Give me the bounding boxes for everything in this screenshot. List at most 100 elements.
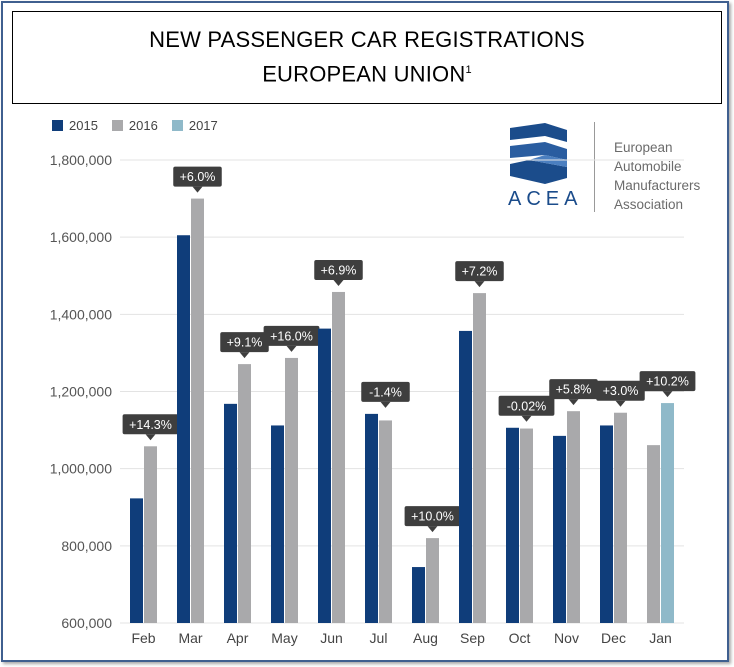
bar-2016-feb — [144, 446, 157, 623]
bar-2016-nov — [567, 411, 580, 623]
callout-label: +6.9% — [321, 263, 357, 277]
callout-pointer — [192, 186, 203, 193]
y-tick-label: 1,800,000 — [50, 152, 112, 168]
chart-legend: 2015 2016 2017 — [52, 118, 232, 133]
callout-box — [498, 395, 555, 416]
callout-box — [173, 166, 222, 187]
legend-item-2015: 2015 — [52, 118, 98, 133]
callout-box — [314, 259, 363, 280]
chart-title-box: NEW PASSENGER CAR REGISTRATIONS EUROPEAN… — [12, 11, 722, 104]
y-tick-label: 1,400,000 — [50, 306, 112, 322]
callout-pointer — [239, 352, 250, 359]
callout-label: -1.4% — [369, 385, 402, 399]
callout-pointer — [145, 434, 156, 441]
bar-2016-sep — [473, 293, 486, 623]
bar-2016-dec — [614, 412, 627, 623]
acea-logo-icon — [510, 123, 567, 184]
callout-pointer — [662, 391, 673, 398]
bar-2016-jun — [332, 291, 345, 623]
y-tick-label: 1,200,000 — [50, 384, 112, 400]
callout-pointer — [286, 345, 297, 352]
callout-label: +16.0% — [270, 329, 313, 343]
x-tick-label: May — [271, 630, 297, 646]
x-tick-label: Apr — [227, 630, 249, 646]
y-tick-label: 800,000 — [61, 538, 112, 554]
callout-pointer — [521, 415, 532, 422]
x-tick-label: Jul — [370, 630, 388, 646]
bar-2015-dec — [600, 425, 613, 623]
acea-full-name: European Automobile Manufacturers Associ… — [614, 138, 724, 214]
callout-pointer — [568, 399, 579, 406]
callout-label: +6.0% — [180, 170, 216, 184]
callout-pointer — [615, 400, 626, 407]
bar-2015-jun — [318, 328, 331, 623]
callout-box — [455, 261, 504, 282]
legend-swatch-2016 — [111, 120, 123, 131]
legend-item-2017: 2017 — [171, 118, 218, 133]
callout-pointer — [333, 279, 344, 286]
callout-box — [263, 325, 320, 346]
bar-2016-apr — [238, 364, 251, 623]
callout-box — [404, 506, 461, 527]
bar-2016-aug — [426, 538, 439, 623]
legend-swatch-2015 — [52, 120, 63, 131]
callout-box — [549, 379, 598, 400]
callout-label: +5.8% — [556, 383, 592, 397]
bar-2016-mar — [191, 198, 204, 624]
x-tick-label: Oct — [509, 630, 531, 646]
title-footnote-marker: 1 — [465, 64, 472, 77]
callout-label: -0.02% — [507, 399, 547, 413]
bar-2016-jan — [647, 445, 660, 623]
bar-2016-jul — [379, 420, 392, 623]
legend-label-2015: 2015 — [69, 118, 98, 133]
x-tick-label: Jan — [649, 630, 672, 646]
x-tick-label: Nov — [554, 630, 579, 646]
x-tick-label: Jun — [320, 630, 343, 646]
callout-label: +10.0% — [411, 510, 454, 524]
bar-2015-nov — [553, 435, 566, 623]
y-tick-label: 600,000 — [61, 615, 112, 631]
acea-name-line: European — [614, 140, 673, 155]
callout-box — [122, 414, 179, 435]
x-tick-label: Dec — [601, 630, 626, 646]
bar-2015-sep — [459, 330, 472, 623]
bar-2016-may — [285, 357, 298, 623]
chart-title-line1: NEW PASSENGER CAR REGISTRATIONS — [149, 27, 585, 53]
y-tick-label: 1,000,000 — [50, 461, 112, 477]
bar-2015-feb — [130, 498, 143, 623]
x-tick-label: Feb — [131, 630, 155, 646]
callout-box — [361, 381, 410, 402]
callout-box — [639, 371, 696, 392]
callout-pointer — [427, 526, 438, 533]
callout-label: +9.1% — [227, 336, 263, 350]
bar-2016-oct — [520, 428, 533, 623]
chart-title-line2: EUROPEAN UNION1 — [262, 55, 472, 89]
legend-item-2016: 2016 — [111, 118, 158, 133]
y-tick-label: 1,600,000 — [50, 229, 112, 245]
chart-title-region: EUROPEAN UNION — [262, 61, 466, 87]
bar-2015-oct — [506, 427, 519, 623]
x-tick-label: Mar — [178, 630, 202, 646]
bar-2015-may — [271, 425, 284, 623]
x-tick-label: Sep — [460, 630, 485, 646]
acea-name-line: Association — [614, 197, 684, 212]
bar-2015-apr — [224, 403, 237, 623]
acea-acronym: ACEA — [508, 188, 583, 210]
logo-divider — [594, 122, 595, 212]
callout-pointer — [474, 281, 485, 288]
bar-2015-mar — [177, 235, 190, 624]
x-tick-label: Aug — [413, 630, 438, 646]
legend-swatch-2017 — [171, 120, 183, 131]
callout-box — [220, 332, 269, 353]
callout-label: +7.2% — [462, 265, 498, 279]
callout-label: +14.3% — [129, 418, 172, 432]
callout-pointer — [380, 401, 391, 408]
callout-label: +10.2% — [646, 375, 689, 389]
bar-2015-aug — [412, 567, 425, 623]
legend-label-2016: 2016 — [128, 118, 158, 133]
acea-name-line: Automobile — [614, 159, 682, 174]
callout-box — [596, 380, 645, 401]
callout-label: +3.0% — [603, 384, 639, 398]
bar-2015-jul — [365, 413, 378, 623]
